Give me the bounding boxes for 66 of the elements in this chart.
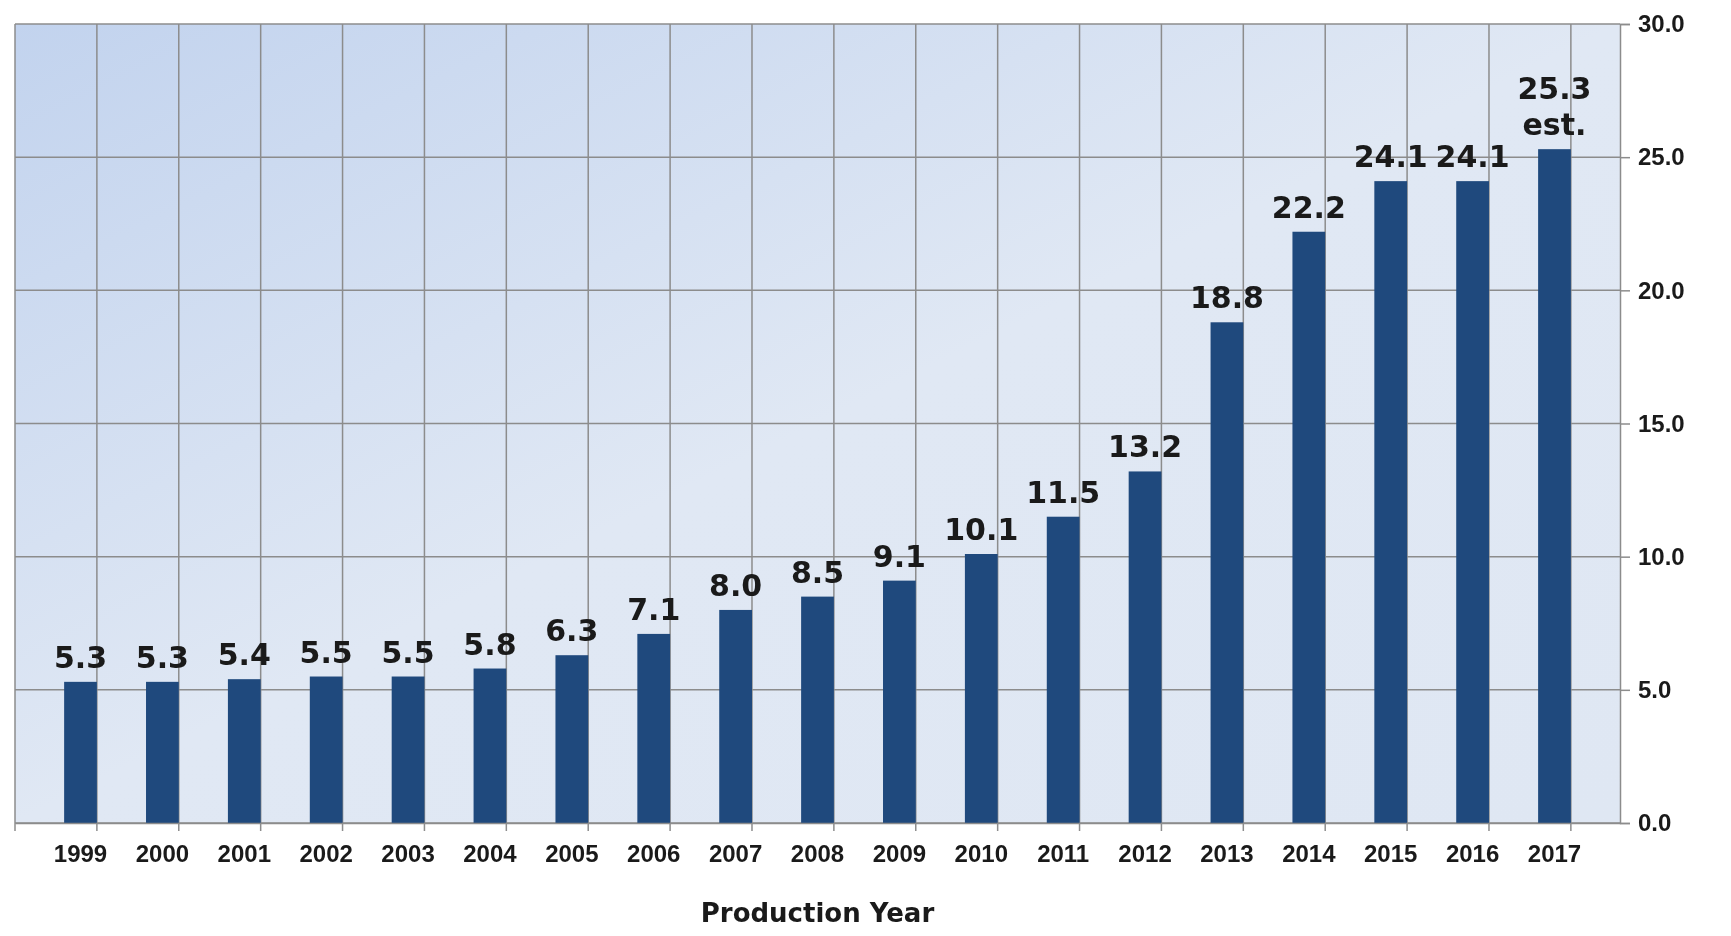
y-tick-label: 15.0 — [1638, 409, 1685, 437]
x-tick-label: 2017 — [1527, 840, 1582, 868]
x-tick-label: 2011 — [1037, 840, 1090, 868]
bar — [1374, 181, 1408, 823]
x-tick-label: 2001 — [217, 840, 271, 868]
annotation: est. — [1522, 107, 1587, 143]
x-tick-label: 2005 — [545, 840, 599, 868]
data-label: 10.1 — [944, 512, 1019, 547]
y-tick-label: 20.0 — [1638, 276, 1685, 304]
data-label: 5.3 — [53, 639, 108, 675]
bar — [964, 554, 998, 823]
bar — [227, 679, 261, 823]
bar — [1210, 322, 1244, 823]
bar — [883, 580, 916, 823]
x-tick-label: 2013 — [1200, 840, 1254, 868]
bar — [555, 655, 589, 823]
bar — [146, 681, 179, 823]
bar — [1292, 231, 1326, 823]
bar — [1046, 516, 1080, 823]
data-label: 7.1 — [627, 591, 681, 627]
x-tick-label: 2009 — [872, 840, 927, 868]
x-tick-label: 2012 — [1118, 840, 1172, 868]
bar — [1456, 181, 1489, 823]
bar — [719, 609, 752, 823]
y-tick-label: 5.0 — [1638, 676, 1672, 704]
data-label: 25.3 — [1517, 71, 1592, 107]
data-label: 11.5 — [1026, 474, 1101, 510]
x-tick-label: 2007 — [708, 840, 763, 868]
data-label: 18.8 — [1189, 280, 1264, 316]
data-label: 6.3 — [545, 613, 599, 649]
data-label: 5.3 — [135, 639, 189, 675]
y-tick-label: 10.0 — [1638, 542, 1685, 570]
x-tick-label: 2008 — [790, 840, 845, 868]
data-label: 22.2 — [1271, 189, 1346, 225]
y-tick-label: 0.0 — [1638, 809, 1672, 837]
y-tick-label: 30.0 — [1638, 10, 1685, 38]
bar — [1128, 471, 1162, 823]
x-tick-label: 1999 — [53, 840, 108, 868]
y-tick-label: 25.0 — [1638, 143, 1685, 171]
bar — [801, 596, 834, 823]
x-tick-label: 2004 — [463, 840, 518, 868]
data-label: 8.0 — [709, 567, 763, 603]
x-tick-label: 2002 — [299, 840, 353, 868]
data-label: 9.1 — [872, 538, 926, 574]
bar — [391, 676, 425, 823]
x-tick-label: 2000 — [135, 840, 190, 868]
bar — [1538, 149, 1571, 823]
x-tick-label: 2015 — [1364, 840, 1418, 868]
x-tick-label: 2014 — [1282, 840, 1337, 868]
x-tick-label: 2010 — [954, 840, 1008, 868]
bar — [309, 676, 343, 823]
x-axis-title: Production Year — [700, 898, 935, 928]
x-tick-label: 2003 — [381, 840, 435, 868]
data-label: 24.1 — [1435, 139, 1510, 175]
data-label: 13.2 — [1108, 429, 1183, 465]
data-label: 24.1 — [1353, 139, 1428, 175]
data-label: 8.5 — [790, 554, 845, 590]
data-label: 5.4 — [217, 637, 271, 673]
bar — [637, 633, 671, 823]
bar — [473, 668, 507, 823]
data-label: 5.5 — [299, 634, 353, 670]
x-tick-label: 2006 — [627, 840, 681, 868]
data-label: 5.5 — [381, 634, 435, 670]
bar — [64, 681, 97, 823]
x-tick-label: 2016 — [1445, 840, 1500, 868]
data-label: 5.8 — [463, 626, 517, 662]
